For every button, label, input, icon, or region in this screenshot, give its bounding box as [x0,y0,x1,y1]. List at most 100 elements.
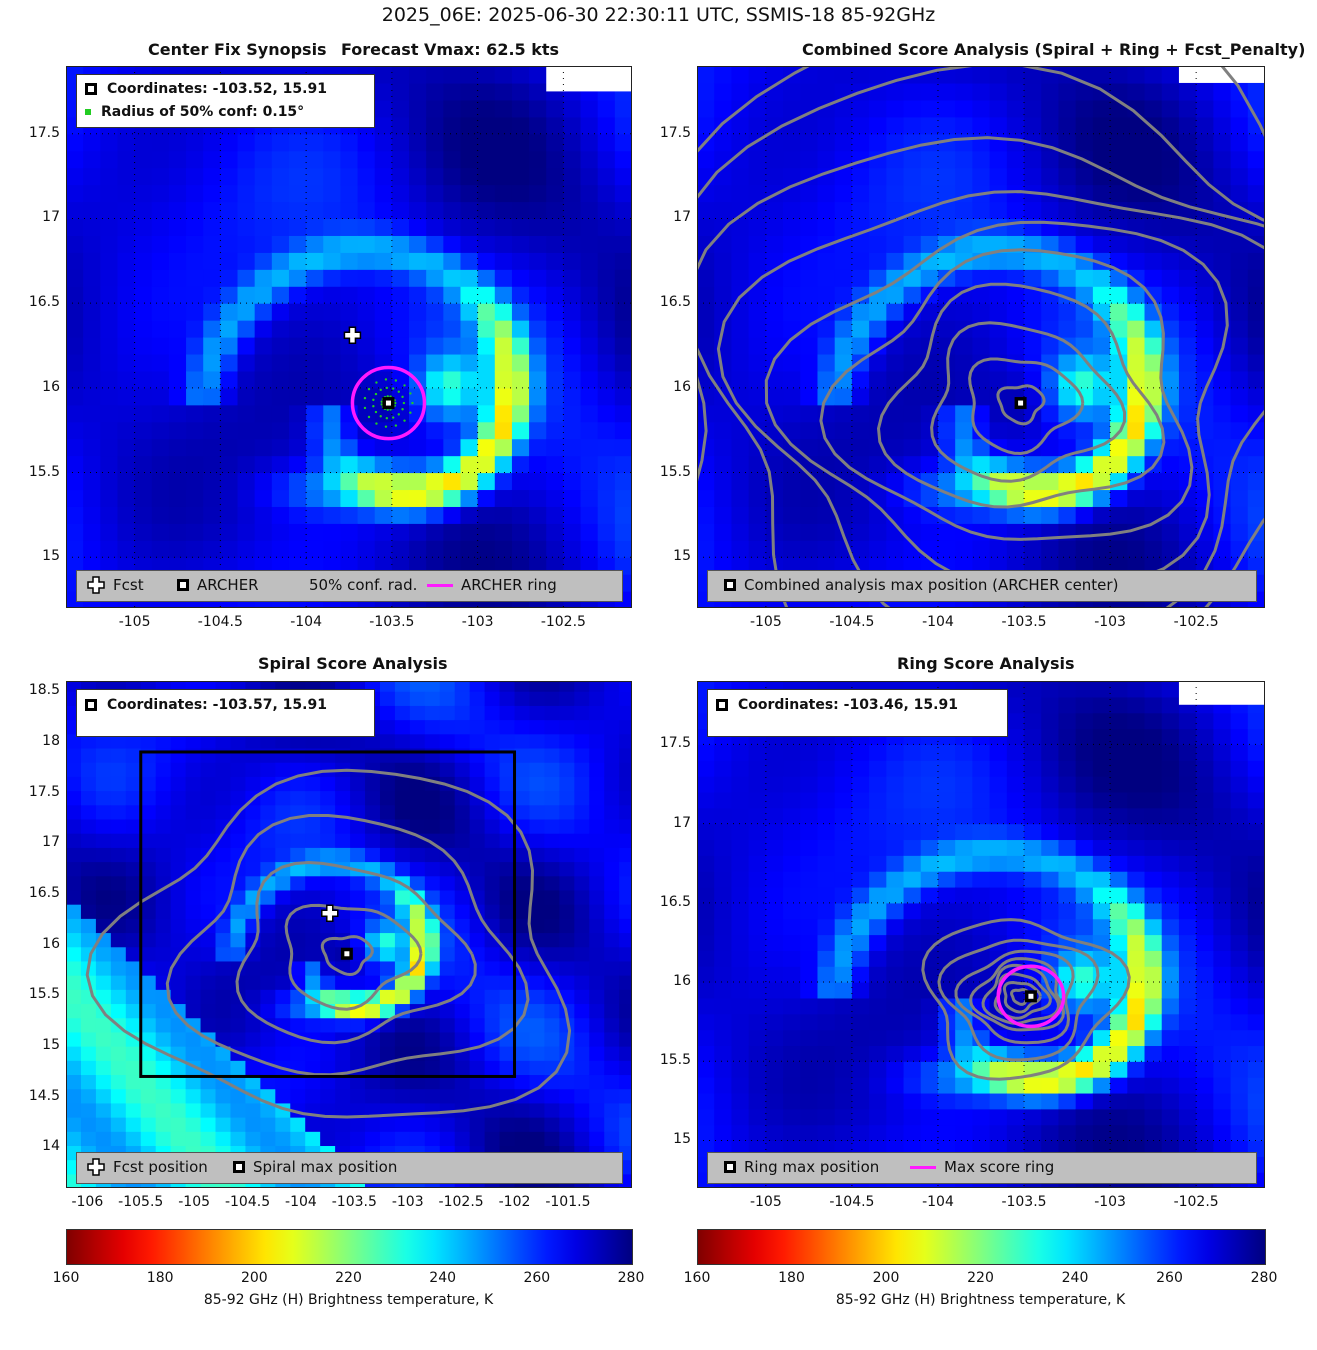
y-tick-label: 15.5 [659,463,691,480]
spiral-coordinates: Coordinates: -103.57, 15.91 [107,697,327,713]
x-tick-label: -102.5 [540,614,586,630]
contour-line [716,190,1265,608]
x-tick-label: -104 [922,1194,954,1210]
x-tick-label: -104 [285,1194,317,1210]
heatmap-cells [697,66,1265,608]
contour-line [697,66,1265,154]
contour-line [235,860,477,1045]
x-tick-label: -104 [922,614,954,630]
y-tick-label: 16 [673,973,691,990]
synopsis-info-box: Coordinates: -103.52, 15.91 Radius of 50… [76,74,375,128]
y-tick-label: 17.5 [659,124,691,141]
y-tick-label: 14.5 [28,1087,60,1104]
ring-plot[interactable]: Coordinates: -103.46, 15.91 Ring max pos… [697,681,1265,1188]
y-tick-label: 16.5 [659,294,691,311]
colorbar-tick-label: 160 [52,1270,80,1286]
colorbar-tick-label: 200 [240,1270,268,1286]
colorbar-tick-label: 260 [1156,1270,1183,1286]
x-tick-label: -101.5 [545,1194,591,1210]
y-tick-label: 16.5 [659,893,691,910]
score-contours [85,768,572,1119]
x-tick-label: -105 [178,1194,211,1210]
x-tick-label: -104 [290,614,322,630]
missing-data-patch [546,66,632,92]
max-position-marker-inner [344,951,350,957]
synopsis-coordinates: Coordinates: -103.52, 15.91 [107,81,327,97]
spiral-fcst-cross-icon [87,1158,105,1176]
combined-heatmap [697,66,1265,608]
ring-coordinates: Coordinates: -103.46, 15.91 [738,697,958,713]
ring-info-box: Coordinates: -103.46, 15.91 [707,689,1008,737]
y-tick-label: 15 [42,1037,60,1054]
heatmap-cells [66,681,632,1188]
score-contours [697,66,1265,608]
colorbar-tick-label: 240 [429,1270,457,1286]
max-position-marker-inner [385,400,391,406]
x-tick-label: -104.5 [829,1194,875,1210]
x-tick-label: -103 [461,614,494,630]
plot-frame [66,66,632,608]
contour-line [1002,980,1042,1014]
y-tick-label: 16.5 [28,884,60,901]
plot-frame [697,66,1265,608]
legend-spiral-fcst: Fcst position [113,1158,208,1176]
combined-plot[interactable]: Combined analysis max position (ARCHER c… [697,66,1265,608]
x-tick-label: -104.5 [224,1194,271,1210]
spiral-marker-icon [85,699,97,711]
contour-line [284,903,423,1011]
x-tick-label: -102 [498,1194,531,1210]
contour-line [930,321,1127,483]
colorbar-tick-label: 280 [617,1270,645,1286]
y-tick-label: 16 [673,378,691,395]
search-box [139,750,517,1078]
legend-archer: ARCHER [197,576,259,594]
y-tick-label: 17 [673,814,691,831]
synopsis-legend: Fcst ARCHER 50% conf. rad. ARCHER ring [76,570,623,602]
x-tick-label: -104.5 [829,614,875,630]
colorbar-left [66,1229,633,1265]
contour-line [85,768,572,1119]
legend-conf: 50% conf. rad. [309,576,418,594]
max-position-marker-inner [1018,400,1024,406]
contour-line [921,918,1131,1081]
missing-data-patch [1178,681,1265,705]
missing-data-patch [1178,66,1265,83]
forecast-cross-icon [87,576,105,594]
max-ring [350,365,427,441]
x-tick-label: -103 [391,1194,424,1210]
spiral-title: Spiral Score Analysis [258,654,448,673]
combined-title: Combined Score Analysis (Spiral + Ring +… [802,40,1306,59]
y-tick-label: 16.5 [28,294,60,311]
colorbar-tick-label: 160 [683,1270,711,1286]
colorbar-tick-label: 180 [146,1270,174,1286]
forecast-cross [343,326,362,345]
y-tick-label: 18 [42,732,60,749]
max-ring [996,964,1066,1029]
contour-line [968,957,1066,1032]
x-tick-label: -103.5 [369,614,415,630]
ring-marker-icon [716,699,728,711]
colorbar-tick-label: 200 [872,1270,900,1286]
legend-combined-max: Combined analysis max position (ARCHER c… [744,576,1119,594]
contour-line [697,66,1265,485]
y-tick-label: 18.5 [28,682,60,699]
colorbar-right-label: 85-92 GHz (H) Brightness temperature, K [835,1292,1126,1308]
contour-line [996,384,1046,426]
y-tick-label: 17.5 [28,124,60,141]
synopsis-conf-radius: Radius of 50% conf: 0.15° [101,104,305,120]
colorbar-tick-label: 280 [1250,1270,1278,1286]
spiral-info-box: Coordinates: -103.57, 15.91 [76,689,375,737]
synopsis-plot[interactable]: Coordinates: -103.52, 15.91 Radius of 50… [66,66,632,608]
y-tick-label: 17 [42,209,60,226]
legend-ring-score: Max score ring [944,1158,1055,1176]
plot-frame [697,681,1265,1188]
ring-legend: Ring max position Max score ring [707,1152,1257,1184]
archer-square-icon [177,579,189,591]
y-tick-label: 17.5 [28,783,60,800]
contour-line [819,248,1194,541]
contour-line [981,963,1061,1025]
colorbar-right [697,1229,1266,1265]
contour-line [320,935,374,977]
spiral-plot[interactable]: Coordinates: -103.57, 15.91 Fcst positio… [66,681,632,1188]
x-tick-label: -102.5 [1173,614,1219,630]
